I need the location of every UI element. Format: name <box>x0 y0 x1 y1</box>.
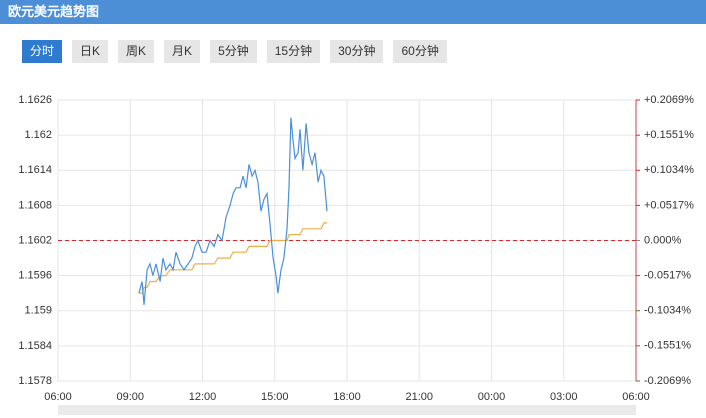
x-tick-label: 15:00 <box>261 391 289 403</box>
x-tick-label: 21:00 <box>405 391 433 403</box>
x-tick-label: 06:00 <box>44 391 72 403</box>
y2-tick-label: +0.2069% <box>644 94 694 106</box>
y2-tick-label: +0.1551% <box>644 129 694 141</box>
tab[interactable]: 60分钟 <box>393 40 447 63</box>
y-tick-label: 1.1596 <box>18 270 52 282</box>
tab[interactable]: 30分钟 <box>330 40 384 63</box>
y-tick-label: 1.162 <box>24 129 52 141</box>
y-tick-label: 1.159 <box>24 305 52 317</box>
x-tick-label: 18:00 <box>333 391 361 403</box>
tab[interactable]: 分时 <box>22 40 63 63</box>
x-tick-label: 03:00 <box>550 391 578 403</box>
tab-bar: 分时 日K 周K 月K 5分钟 15分钟 30分钟 60分钟 <box>22 40 447 63</box>
y-tick-label: 1.1614 <box>18 164 52 176</box>
y2-tick-label: -0.1551% <box>644 340 691 352</box>
x-tick-label: 12:00 <box>189 391 217 403</box>
y2-tick-label: -0.1034% <box>644 305 691 317</box>
tab[interactable]: 15分钟 <box>266 40 321 63</box>
x-tick-label: 00:00 <box>478 391 506 403</box>
y2-tick-label: -0.2069% <box>644 375 691 387</box>
y2-tick-label: -0.0517% <box>644 270 691 282</box>
x-tick-label: 09:00 <box>116 391 144 403</box>
price-line <box>138 117 328 305</box>
x-tick-label: 06:00 <box>622 391 650 403</box>
scroll-track <box>58 405 636 415</box>
tab[interactable]: 日K <box>72 40 109 63</box>
y2-tick-label: +0.0517% <box>644 199 694 211</box>
y2-tick-label: +0.1034% <box>644 164 694 176</box>
y-tick-label: 1.1602 <box>18 234 52 246</box>
y-tick-label: 1.1626 <box>18 94 52 106</box>
tab[interactable]: 月K <box>164 40 201 63</box>
y2-tick-label: 0.000% <box>644 234 682 246</box>
header-title: 欧元美元趋势图 <box>0 0 706 24</box>
tab[interactable]: 5分钟 <box>210 40 257 63</box>
y-tick-label: 1.1608 <box>18 199 52 211</box>
y-tick-label: 1.1578 <box>18 375 52 387</box>
price-line <box>138 222 327 294</box>
tab[interactable]: 周K <box>118 40 155 63</box>
y-tick-label: 1.1584 <box>18 340 52 352</box>
